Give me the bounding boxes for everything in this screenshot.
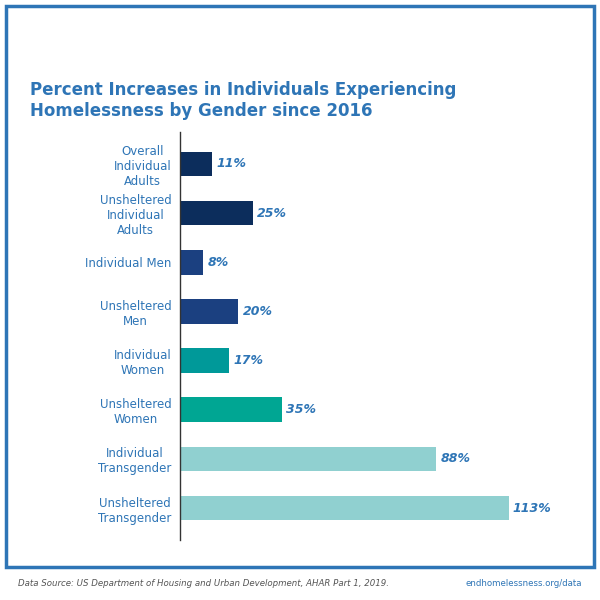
Text: Percent Increases in Individuals Experiencing: Percent Increases in Individuals Experie…	[30, 81, 457, 99]
Bar	[180, 397, 282, 422]
Bar	[180, 250, 203, 275]
Text: 35%: 35%	[286, 403, 316, 416]
Bar	[180, 446, 436, 471]
Text: endhomelessness.org/data: endhomelessness.org/data	[466, 578, 582, 588]
Text: Data Source: US Department of Housing and Urban Development, AHAR Part 1, 2019.: Data Source: US Department of Housing an…	[18, 578, 389, 588]
Bar	[180, 152, 212, 176]
Text: Homelessness by Gender since 2016: Homelessness by Gender since 2016	[30, 102, 373, 120]
Text: 20%: 20%	[242, 305, 272, 318]
Text: 88%: 88%	[440, 452, 470, 466]
Text: 25%: 25%	[257, 206, 287, 220]
Bar	[180, 299, 238, 324]
Bar	[180, 496, 509, 520]
Bar	[180, 348, 229, 373]
Text: 8%: 8%	[208, 256, 229, 269]
Bar	[180, 201, 253, 226]
Text: 113%: 113%	[513, 502, 551, 515]
Text: 11%: 11%	[217, 157, 247, 170]
Text: 17%: 17%	[234, 354, 264, 367]
